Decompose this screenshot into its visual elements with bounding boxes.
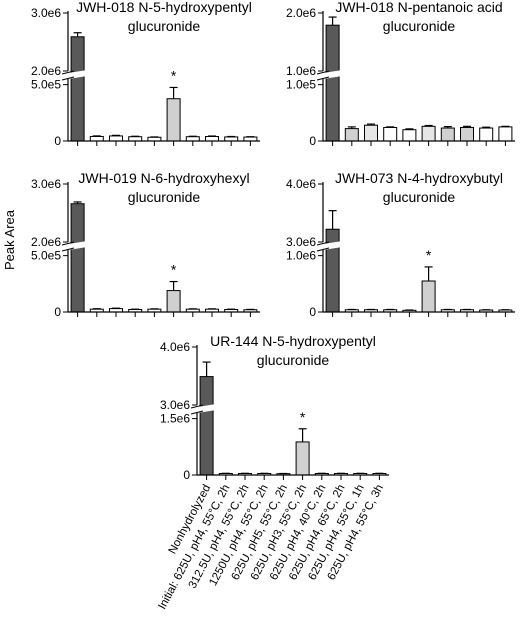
y-tick-label: 5.0e5: [31, 249, 61, 263]
y-tick-label: 0: [309, 134, 316, 148]
chart-title: JWH-019 N-6-hydroxyhexyl glucuronide: [78, 170, 250, 205]
axis-break-mark: [190, 410, 204, 415]
bar: [109, 135, 123, 142]
chart-title: JWH-073 N-4-hydroxybutyl glucuronide: [334, 170, 504, 205]
bar: [89, 135, 104, 142]
y-tick-label: 0: [54, 305, 61, 319]
bar: [70, 36, 85, 142]
y-tick-label: 4.0e6: [160, 340, 190, 354]
bar: [460, 126, 474, 142]
bar: [498, 126, 513, 142]
y-axis-label: Peak Area: [2, 209, 17, 270]
y-tick-label: 4.0e6: [286, 177, 316, 191]
annotation: *: [426, 247, 432, 263]
axis-break: [191, 404, 217, 414]
bar: [364, 124, 378, 142]
y-tick-label: 1.0e6: [286, 64, 316, 78]
y-tick-label: 2.0e6: [31, 235, 61, 249]
bar: [344, 128, 359, 142]
bar: [224, 136, 239, 142]
axis-break-mark: [316, 70, 330, 75]
bar: [70, 203, 85, 313]
annotation: *: [171, 67, 177, 83]
bar: [440, 127, 455, 142]
y-tick-label: 1.0e6: [286, 249, 316, 263]
chart-title: JWH-018 N-pentanoic acid glucuronide: [335, 0, 503, 34]
y-tick-label: 3.0e6: [286, 235, 316, 249]
y-tick-label: 3.0e6: [31, 177, 61, 191]
y-tick-label: 0: [54, 134, 61, 148]
axis-break: [317, 241, 343, 251]
y-tick-label: 0: [183, 468, 190, 482]
axis-break-mark: [61, 247, 75, 252]
axis-break: [62, 70, 88, 80]
bar: [199, 376, 214, 476]
annotation: *: [300, 409, 306, 425]
y-tick-label: 0: [309, 305, 316, 319]
axis-break-mark: [316, 76, 330, 81]
y-tick-label: 1.0e5: [286, 78, 316, 92]
bar: [325, 24, 340, 142]
bar: [421, 125, 436, 142]
axis-break: [62, 241, 88, 251]
chart-title: JWH-018 N-5-hydroxypentyl glucuronide: [76, 0, 252, 34]
y-tick-label: 3.0e6: [31, 6, 61, 20]
bar: [402, 129, 417, 142]
axis-break-mark: [61, 241, 75, 246]
axis-break: [317, 70, 343, 80]
y-tick-label: 2.0e6: [31, 64, 61, 78]
bar: [205, 135, 219, 142]
bar: [325, 228, 340, 313]
chart-title: UR-144 N-5-hydroxypentyl glucuronide: [210, 333, 376, 368]
axis-break-mark: [61, 70, 75, 75]
bar: [383, 126, 398, 142]
y-tick-label: 1.5e6: [160, 412, 190, 426]
axis-break-mark: [190, 404, 204, 409]
bar: [479, 127, 494, 142]
bar: [295, 441, 310, 476]
bar: [166, 290, 181, 313]
axis-break-mark: [316, 247, 330, 252]
bar: [185, 136, 200, 142]
y-tick-label: 3.0e6: [160, 398, 190, 412]
bar: [128, 136, 143, 142]
bar: [166, 98, 181, 142]
y-tick-label: 5.0e5: [31, 78, 61, 92]
axis-break-mark: [316, 241, 330, 246]
annotation: *: [171, 262, 177, 278]
y-tick-label: 2.0e6: [286, 6, 316, 20]
bar: [421, 280, 436, 313]
axis-break-mark: [61, 76, 75, 81]
